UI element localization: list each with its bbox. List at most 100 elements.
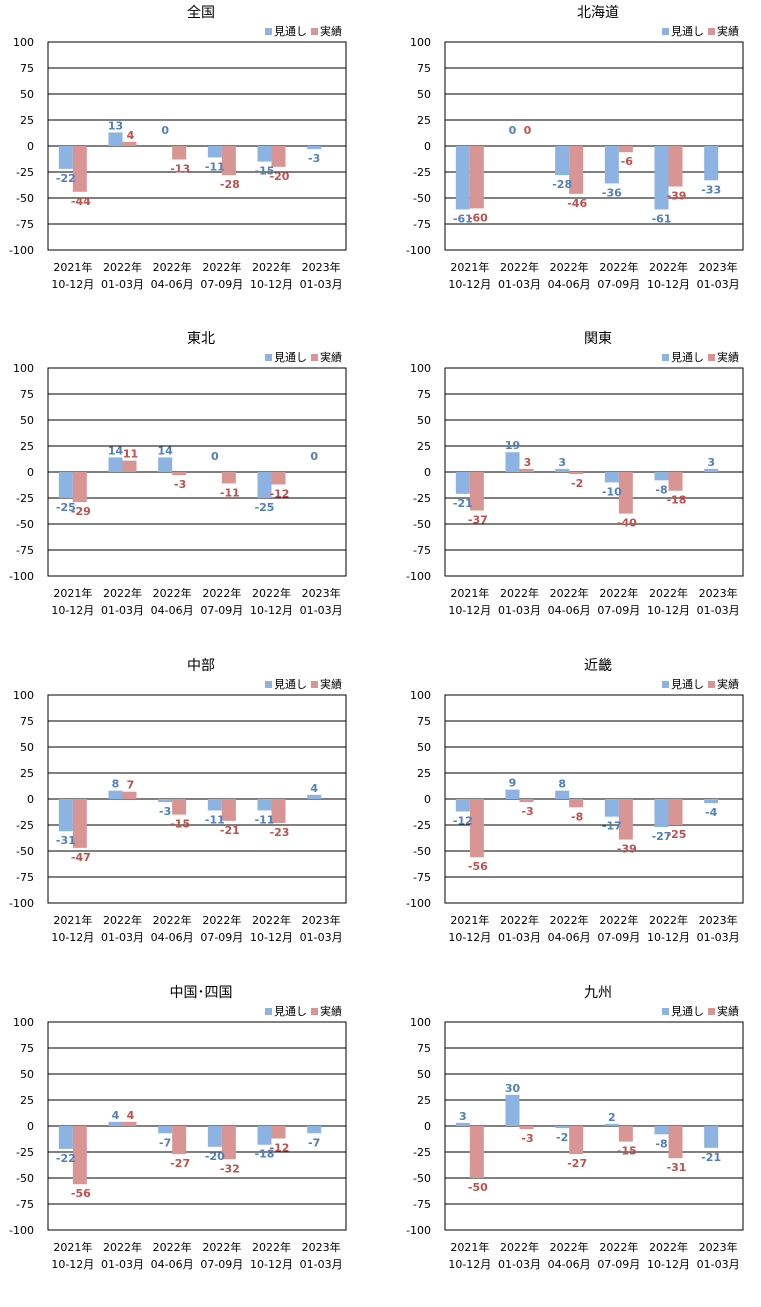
legend-swatch-forecast: [662, 354, 669, 361]
y-tick-label: -50: [16, 845, 34, 858]
legend-swatch-actual: [311, 681, 318, 688]
x-tick-label-year: 2021年: [450, 913, 489, 927]
data-label-actual: -8: [571, 810, 583, 823]
bar-forecast: [605, 799, 619, 817]
y-tick-label: -25: [413, 492, 431, 505]
y-tick-label: 0: [424, 466, 431, 479]
x-tick-label-period: 04-06月: [151, 278, 194, 291]
x-tick-label-year: 2022年: [153, 1240, 192, 1254]
x-tick-label-year: 2021年: [53, 913, 92, 927]
bar-forecast: [655, 1126, 669, 1134]
y-tick-label: 50: [417, 741, 431, 754]
x-tick-label-period: 07-09月: [597, 931, 640, 944]
x-tick-label-year: 2022年: [252, 586, 291, 600]
x-tick-label-year: 2021年: [450, 260, 489, 274]
bar-forecast: [704, 469, 718, 472]
x-tick-label-period: 10-12月: [647, 931, 690, 944]
x-tick-label-year: 2021年: [53, 1240, 92, 1254]
x-tick-label-period: 10-12月: [250, 931, 293, 944]
x-tick-label-year: 2022年: [550, 586, 589, 600]
data-label-forecast: -36: [602, 186, 622, 199]
data-label-actual: -13: [170, 163, 190, 176]
y-tick-label: -100: [406, 570, 431, 583]
legend-swatch-actual: [311, 28, 318, 35]
legend-swatch-actual: [708, 28, 715, 35]
data-label-forecast: 30: [505, 1082, 521, 1095]
x-tick-label-period: 07-09月: [597, 278, 640, 291]
data-label-actual: -40: [617, 517, 637, 530]
data-label-forecast: 8: [558, 778, 566, 791]
legend-label-actual: 実績: [717, 677, 739, 691]
data-label-actual: -6: [621, 155, 634, 168]
y-tick-label: 25: [417, 1094, 431, 1107]
legend-label-forecast: 見通し: [671, 1005, 704, 1018]
x-tick-label-period: 01-03月: [300, 1258, 343, 1271]
legend-label-actual: 実績: [717, 1004, 739, 1018]
data-label-forecast: 8: [112, 778, 120, 791]
x-tick-label-period: 04-06月: [151, 931, 194, 944]
x-tick-label-year: 2022年: [649, 260, 688, 274]
x-tick-label-year: 2023年: [302, 913, 341, 927]
data-label-actual: 11: [123, 448, 138, 461]
bar-actual: [172, 146, 186, 160]
y-tick-label: -75: [413, 1198, 431, 1211]
x-tick-label-year: 2022年: [202, 1240, 241, 1254]
data-label-forecast: 4: [310, 782, 318, 795]
bar-forecast: [307, 795, 321, 799]
x-tick-label-period: 10-12月: [51, 604, 94, 617]
data-label-actual: -2: [571, 477, 583, 490]
bar-actual: [569, 472, 583, 474]
bar-forecast: [59, 472, 73, 498]
data-label-forecast: -11: [205, 160, 225, 173]
legend-swatch-forecast: [265, 681, 272, 688]
legend: 見通し実績: [265, 677, 342, 691]
legend-label-actual: 実績: [320, 24, 342, 38]
data-label-forecast: -22: [56, 1152, 76, 1165]
data-label-actual: -32: [220, 1162, 240, 1175]
legend: 見通し実績: [662, 24, 739, 38]
bar-forecast: [704, 1126, 718, 1148]
data-label-forecast: 4: [112, 1109, 120, 1122]
x-tick-label-year: 2022年: [500, 586, 539, 600]
bar-forecast: [59, 799, 73, 831]
y-tick-label: -50: [413, 518, 431, 531]
y-tick-label: 75: [20, 62, 34, 75]
bar-forecast: [655, 799, 669, 827]
y-tick-label: 50: [20, 1068, 34, 1081]
bar-actual: [123, 792, 137, 799]
data-label-actual: -15: [617, 1145, 637, 1158]
y-tick-label: 25: [20, 767, 34, 780]
x-tick-label-period: 01-03月: [697, 604, 740, 617]
x-tick-label-year: 2021年: [450, 586, 489, 600]
y-tick-label: 0: [27, 793, 34, 806]
legend: 見通し実績: [662, 677, 739, 691]
data-label-forecast: 3: [558, 456, 566, 469]
y-tick-label: -25: [413, 166, 431, 179]
data-label-actual: -29: [71, 505, 91, 518]
y-tick-label: 25: [20, 440, 34, 453]
y-tick-label: -100: [9, 570, 34, 583]
y-tick-label: 25: [417, 440, 431, 453]
chart-svg: 中部見通し実績1007550250-25-50-75-1002021年10-12…: [0, 653, 380, 980]
x-tick-label-period: 07-09月: [200, 931, 243, 944]
data-label-actual: 7: [127, 779, 135, 792]
data-label-actual: 3: [524, 456, 532, 469]
legend-label-actual: 実績: [717, 24, 739, 38]
y-tick-label: -25: [16, 166, 34, 179]
x-tick-label-period: 10-12月: [448, 1258, 491, 1271]
y-tick-label: -50: [413, 1172, 431, 1185]
y-tick-label: 25: [417, 114, 431, 127]
bar-forecast: [208, 1126, 222, 1147]
x-tick-label-year: 2022年: [550, 260, 589, 274]
x-tick-label-year: 2022年: [500, 1240, 539, 1254]
x-tick-label-year: 2022年: [599, 1240, 638, 1254]
data-label-actual: -56: [71, 1187, 91, 1200]
legend: 見通し実績: [265, 24, 342, 38]
y-tick-label: -100: [9, 897, 34, 910]
x-tick-label-period: 01-03月: [101, 278, 144, 291]
data-label-actual: -31: [667, 1161, 687, 1174]
y-tick-label: -50: [413, 845, 431, 858]
data-label-forecast: -28: [552, 178, 572, 191]
chart-title: 東北: [187, 331, 215, 347]
